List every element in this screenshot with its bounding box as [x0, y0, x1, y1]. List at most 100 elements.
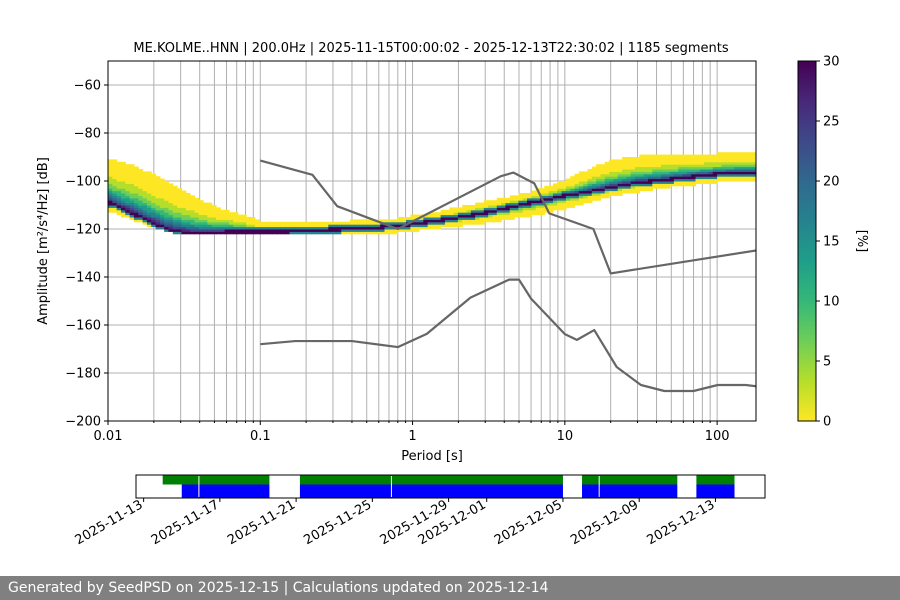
heatmap-cell — [544, 209, 550, 213]
heatmap-cell — [250, 219, 256, 223]
heatmap-cell — [617, 178, 623, 182]
heatmap-cell — [475, 207, 481, 211]
heatmap-cell — [635, 181, 640, 184]
heatmap-cell — [116, 176, 122, 180]
heatmap-cell — [479, 202, 485, 206]
heatmap-cell — [483, 205, 489, 208]
heatmap-cell — [648, 178, 653, 182]
heatmap-cell — [609, 178, 615, 182]
heatmap-cell — [125, 193, 131, 196]
heatmap-cell — [211, 226, 217, 230]
heatmap-cell — [362, 229, 368, 232]
heatmap-cell — [151, 173, 157, 177]
heatmap-cell — [574, 200, 580, 204]
heatmap-cell — [233, 226, 239, 230]
heatmap-cell — [155, 195, 161, 199]
heatmap-cell — [120, 166, 126, 170]
heatmap-cell — [216, 207, 221, 211]
heatmap-cell — [380, 231, 386, 235]
heatmap-cell — [246, 226, 252, 230]
heatmap-cell — [630, 157, 636, 160]
heatmap-cell — [177, 202, 183, 206]
heatmap-cell — [306, 229, 312, 232]
heatmap-cell — [190, 209, 195, 213]
heatmap-cell — [678, 171, 684, 175]
heatmap-cell — [652, 171, 658, 175]
heatmap-cell — [211, 207, 217, 211]
heatmap-cell — [177, 205, 183, 208]
heatmap-cell — [747, 178, 753, 182]
heatmap-cell — [306, 231, 312, 235]
heatmap-cell — [164, 229, 170, 232]
heatmap-cell — [704, 171, 710, 175]
heatmap-cell — [159, 197, 165, 201]
heatmap-cell — [237, 214, 243, 218]
heatmap-cell — [349, 226, 355, 230]
heatmap-cell — [691, 183, 697, 187]
heatmap-cell — [246, 217, 252, 220]
heatmap-cell — [112, 193, 118, 196]
heatmap-cell — [306, 224, 312, 228]
heatmap-cell — [302, 226, 308, 230]
heatmap-cell — [522, 205, 528, 208]
heatmap-cell — [609, 171, 615, 175]
heatmap-cell — [596, 193, 602, 196]
heatmap-cell — [146, 188, 152, 192]
heatmap-cell — [699, 178, 705, 182]
heatmap-cell — [682, 176, 688, 180]
heatmap-cell — [704, 166, 710, 170]
heatmap-cell — [185, 212, 191, 216]
heatmap-cell — [548, 200, 554, 204]
heatmap-cell — [125, 166, 131, 170]
heatmap-cell — [164, 181, 170, 184]
heatmap-cell — [738, 166, 744, 170]
heatmap-cell — [682, 164, 688, 168]
heatmap-cell — [142, 195, 148, 199]
heatmap-cell — [185, 229, 191, 232]
heatmap-cell — [194, 226, 200, 230]
heatmap-cell — [669, 157, 675, 160]
heatmap-cell — [565, 188, 571, 192]
heatmap-cell — [613, 169, 619, 172]
heatmap-cell — [531, 197, 537, 201]
heatmap-cell — [561, 188, 567, 192]
heatmap-cell — [635, 188, 640, 192]
heatmap-cell — [617, 181, 623, 184]
heatmap-cell — [116, 183, 122, 187]
colorbar-tick-label: 20 — [823, 175, 840, 190]
heatmap-cell — [142, 193, 148, 196]
heatmap-cell — [332, 229, 338, 232]
heatmap-cell — [410, 226, 416, 230]
heatmap-cell — [639, 176, 645, 180]
heatmap-cell — [686, 166, 692, 170]
heatmap-cell — [129, 197, 135, 201]
heatmap-cell — [682, 169, 688, 172]
heatmap-cell — [276, 226, 282, 230]
heatmap-cell — [194, 224, 200, 228]
heatmap-cell — [190, 197, 195, 201]
heatmap-cell — [142, 173, 148, 177]
heatmap-cell — [570, 197, 576, 201]
heatmap-cell — [164, 188, 170, 192]
heatmap-cell — [133, 169, 139, 172]
heatmap-cell — [596, 166, 602, 170]
heatmap-cell — [600, 171, 606, 175]
heatmap-cell — [751, 171, 756, 175]
heatmap-cell — [432, 219, 437, 223]
heatmap-cell — [734, 176, 740, 180]
heatmap-cell — [129, 217, 135, 220]
heatmap-cell — [159, 221, 165, 225]
heatmap-cell — [129, 185, 135, 189]
heatmap-cell — [501, 207, 507, 211]
heatmap-cell — [453, 224, 459, 228]
heatmap-cell — [488, 207, 494, 211]
heatmap-cell — [656, 173, 662, 177]
heatmap-cell — [682, 181, 688, 184]
heatmap-cell — [129, 188, 135, 192]
heatmap-cell — [142, 202, 148, 206]
heatmap-cell — [483, 207, 489, 211]
heatmap-cell — [578, 190, 584, 194]
heatmap-cell — [410, 217, 416, 220]
heatmap-cell — [328, 221, 334, 225]
